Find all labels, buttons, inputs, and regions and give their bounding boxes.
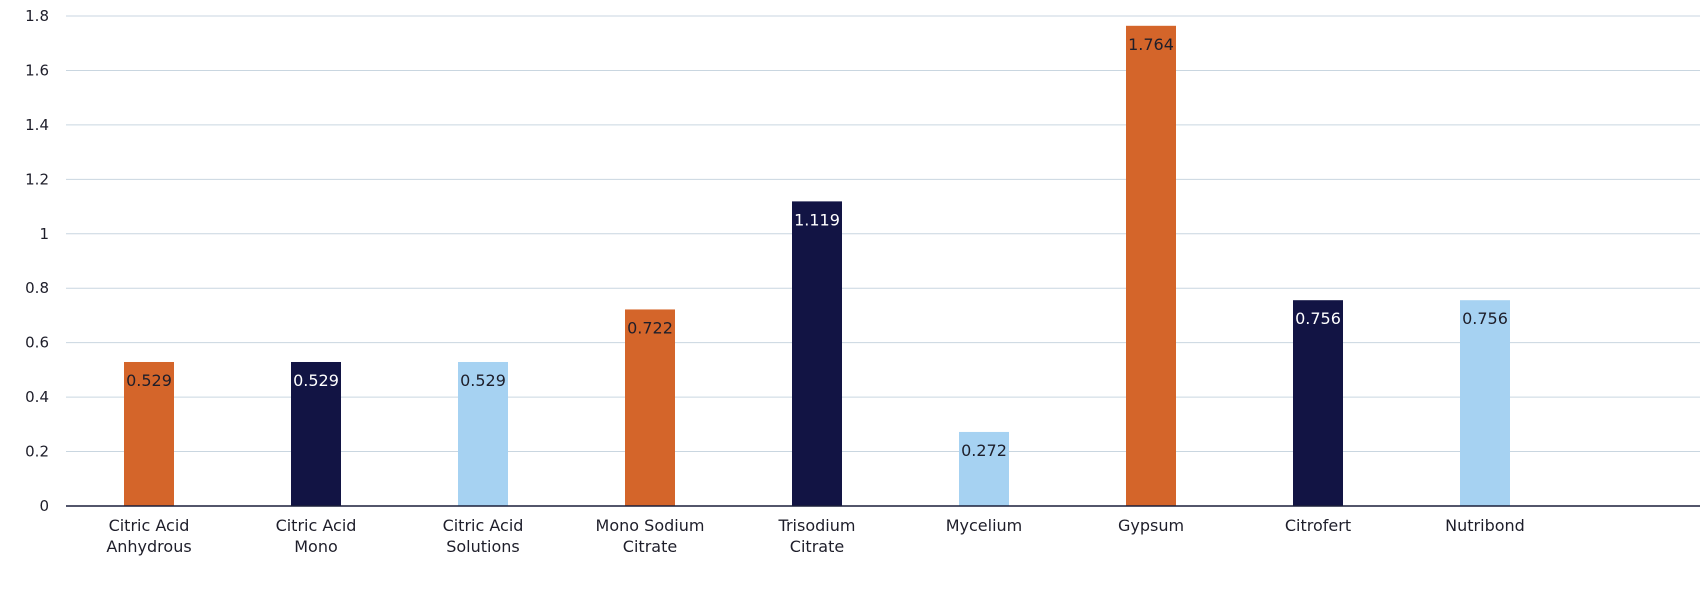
x-category-label: Mono <box>294 537 338 556</box>
x-category-label: Citric Acid <box>276 516 357 535</box>
x-category-label: Nutribond <box>1445 516 1525 535</box>
data-label: 1.764 <box>1128 35 1174 54</box>
y-tick-label: 0.2 <box>25 443 49 461</box>
x-category-label: Citrofert <box>1285 516 1351 535</box>
data-label: 0.529 <box>293 371 339 390</box>
data-label: 0.722 <box>627 318 673 337</box>
y-tick-label: 1 <box>39 225 49 243</box>
x-category-label: Citric Acid <box>443 516 524 535</box>
y-tick-label: 1.6 <box>25 61 49 79</box>
y-axis-tick-labels: 0 0.2 0.4 0.6 0.8 1 1.2 1.4 1.6 1.8 <box>25 7 49 515</box>
data-labels: 0.529 0.529 0.529 0.722 1.119 0.272 1.764 0.756… <box>126 35 1508 460</box>
bar <box>124 361 174 506</box>
data-label: 0.756 <box>1295 309 1341 328</box>
y-tick-label: 1.2 <box>25 170 49 188</box>
bar <box>625 309 675 506</box>
bar <box>959 431 1009 506</box>
x-category-label: Citric Acid <box>109 516 190 535</box>
bar <box>1460 300 1510 506</box>
x-category-label: Citrate <box>790 537 844 556</box>
data-label: 0.272 <box>961 441 1007 460</box>
y-tick-label: 0.8 <box>25 279 49 297</box>
bars <box>124 25 1510 507</box>
x-category-label: Mono Sodium <box>596 516 705 535</box>
data-label: 0.529 <box>126 371 172 390</box>
bar <box>1126 25 1176 507</box>
x-category-label: Trisodium <box>778 516 856 535</box>
data-label: 1.119 <box>794 210 840 229</box>
x-category-label: Citrate <box>623 537 677 556</box>
x-axis-category-labels: Citric Acid Anhydrous Citric Acid Mono Citri… <box>106 516 1525 556</box>
bar <box>458 361 508 506</box>
y-tick-label: 1.4 <box>25 116 49 134</box>
data-label: 0.529 <box>460 371 506 390</box>
bar <box>291 361 341 506</box>
x-category-label: Solutions <box>446 537 520 556</box>
bar <box>1293 300 1343 506</box>
bar <box>792 201 842 506</box>
y-tick-label: 1.8 <box>25 7 49 25</box>
x-category-label: Mycelium <box>946 516 1023 535</box>
y-tick-label: 0.4 <box>25 388 49 406</box>
x-category-label: Anhydrous <box>106 537 191 556</box>
data-label: 0.756 <box>1462 309 1508 328</box>
y-tick-label: 0.6 <box>25 334 49 352</box>
y-tick-label: 0 <box>39 497 49 515</box>
x-category-label: Gypsum <box>1118 516 1184 535</box>
